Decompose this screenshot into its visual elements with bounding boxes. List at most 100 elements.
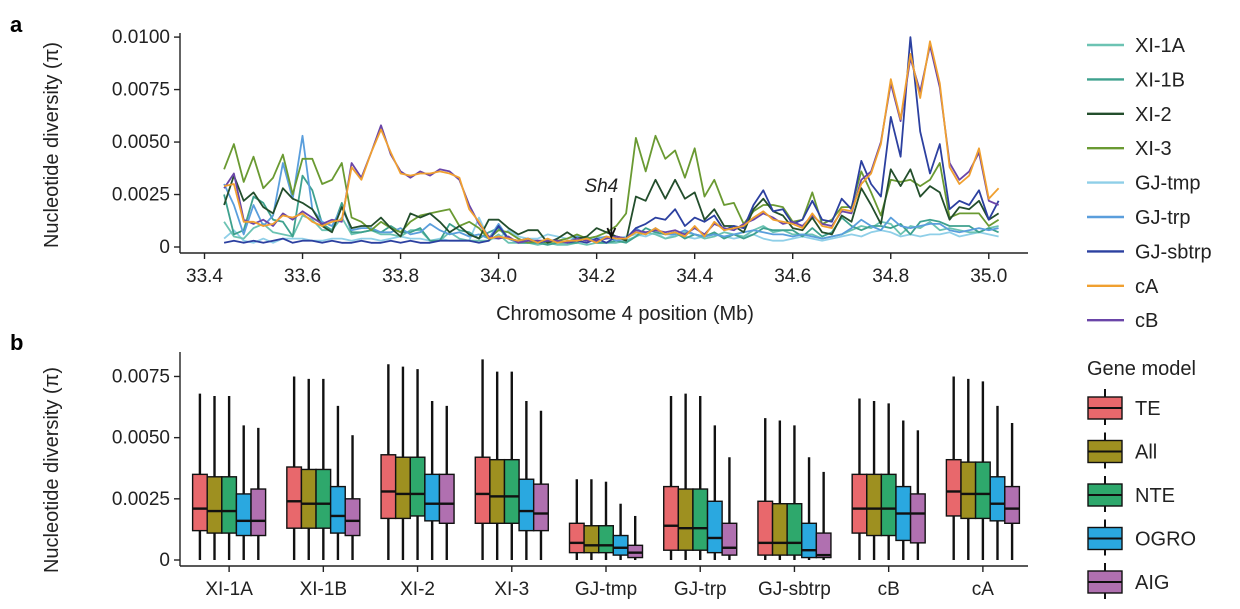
box-gj-tmp-aig — [627, 515, 644, 560]
box-body — [815, 532, 832, 559]
box-body — [568, 522, 585, 554]
box-ca-nte — [974, 381, 991, 560]
box-body — [663, 485, 680, 551]
box-gj-trp-ogro — [706, 425, 723, 560]
box-gj-trp-aig — [721, 457, 738, 560]
panel-b-y-tick-label: 0.0075 — [112, 366, 170, 387]
panel-b-x-tick-label: XI-1A — [205, 579, 253, 600]
legend-label: GJ-sbtrp — [1135, 241, 1212, 263]
panel-b-x-tick-label: GJ-tmp — [575, 579, 637, 600]
panel-a-x-tick-label: 33.4 — [186, 266, 223, 287]
box-cb-aig — [909, 430, 926, 560]
box-body — [583, 525, 600, 554]
box-body — [866, 473, 883, 537]
series-line-xi-1b — [223, 174, 999, 246]
panel-a-x-tick-label: 33.8 — [382, 266, 419, 287]
box-gj-tmp-all — [583, 479, 600, 560]
box-body — [757, 500, 774, 556]
box-body — [880, 473, 897, 537]
box-xi-3-te — [474, 359, 491, 560]
panel-a-y-tick-label: 0.0075 — [112, 80, 170, 101]
box-body — [532, 483, 549, 532]
panel-b-x-tick-label: cA — [972, 579, 995, 600]
panel-b-x-tick-label: GJ-sbtrp — [758, 579, 831, 600]
box-body — [974, 461, 991, 520]
panel-a: a Nucleotide diversity (π) Chromosome 4 … — [10, 12, 1212, 332]
box-cb-te — [851, 398, 868, 560]
panel-b-y-tick-label: 0 — [159, 550, 170, 571]
box-body — [851, 473, 868, 534]
legend-label: GJ-trp — [1135, 207, 1191, 229]
box-body — [677, 488, 694, 551]
sh4-arrow-icon — [606, 198, 617, 240]
panel-a-legend: XI-1A XI-1B XI-2 XI-3 GJ-tmp GJ-trp GJ-sbtrp cA… — [1087, 35, 1212, 332]
box-ca-all — [960, 378, 977, 560]
box-xi-2-aig — [438, 405, 455, 560]
box-gj-trp-nte — [692, 396, 709, 560]
panel-b: b Nucleotide diversity (π) 0 0.0025 0.0050… — [10, 330, 1196, 600]
box-gj-trp-te — [663, 396, 680, 560]
box-body — [315, 468, 332, 529]
box-body — [945, 458, 962, 517]
sh4-annotation: Sh4 — [584, 176, 618, 240]
box-xi-3-all — [489, 371, 506, 560]
panel-a-x-axis-title: Chromosome 4 position (Mb) — [496, 303, 754, 325]
legend-label: NTE — [1135, 485, 1175, 507]
legend-label: XI-1A — [1135, 35, 1186, 57]
legend-label: XI-1B — [1135, 69, 1185, 91]
box-xi-3-aig — [532, 410, 549, 560]
box-xi-1b-aig — [344, 435, 361, 560]
panel-b-letter: b — [10, 330, 23, 355]
panel-a-x-tick-label: 35.0 — [970, 266, 1007, 287]
panel-b-x-tick-label: GJ-trp — [674, 579, 727, 600]
legend-item-gj-trp: GJ-trp — [1087, 207, 1191, 229]
box-cb-ogro — [895, 420, 912, 560]
box-ca-te — [945, 376, 962, 560]
box-gj-sbtrp-nte — [786, 425, 803, 560]
box-body — [221, 476, 238, 534]
box-xi-1a-aig — [250, 427, 267, 560]
box-body — [612, 534, 629, 556]
box-body — [380, 454, 397, 520]
legend-item-ogro: OGRO — [1087, 519, 1196, 556]
box-ca-ogro — [989, 405, 1006, 560]
panel-b-y-tick-label: 0.0025 — [112, 489, 170, 510]
box-xi-1b-all — [300, 378, 317, 560]
box-body — [801, 522, 818, 559]
box-body — [438, 473, 455, 524]
legend-item-te: TE — [1087, 389, 1161, 425]
panel-b-y-axis-title: Nucleotide diversity (π) — [41, 367, 63, 573]
legend-label: OGRO — [1135, 529, 1196, 551]
box-body — [518, 478, 535, 532]
box-gj-tmp-te — [568, 479, 585, 560]
panel-a-y-tick-label: 0.0100 — [112, 27, 170, 48]
box-body — [235, 493, 252, 537]
legend-item-all: All — [1087, 432, 1157, 469]
box-body — [692, 488, 709, 551]
legend-item-gj-tmp: GJ-tmp — [1087, 173, 1201, 195]
panel-a-x-tick-label: 34.2 — [578, 266, 615, 287]
box-xi-1a-all — [206, 396, 223, 560]
box-body — [250, 488, 267, 537]
box-body — [786, 503, 803, 556]
box-body — [409, 456, 426, 517]
box-body — [909, 493, 926, 544]
box-gj-trp-all — [677, 393, 694, 560]
legend-item-xi-2: XI-2 — [1087, 104, 1172, 126]
legend-label: cA — [1135, 276, 1159, 298]
legend-label: XI-2 — [1135, 104, 1172, 126]
panel-a-y-tick-label: 0.0025 — [112, 185, 170, 206]
legend-item-gj-sbtrp: GJ-sbtrp — [1087, 241, 1212, 263]
box-body — [474, 456, 491, 524]
box-body — [344, 498, 361, 537]
legend-item-nte: NTE — [1087, 476, 1175, 512]
series-line-xi-1a — [223, 214, 999, 246]
box-xi-1b-ogro — [329, 405, 346, 560]
box-body — [424, 473, 441, 522]
legend-item-ca: cA — [1087, 276, 1159, 298]
box-gj-sbtrp-all — [771, 420, 788, 560]
box-cb-all — [866, 400, 883, 560]
gene-model-legend-title: Gene model — [1087, 358, 1196, 380]
panel-a-y-tick-label: 0.0050 — [112, 132, 170, 153]
